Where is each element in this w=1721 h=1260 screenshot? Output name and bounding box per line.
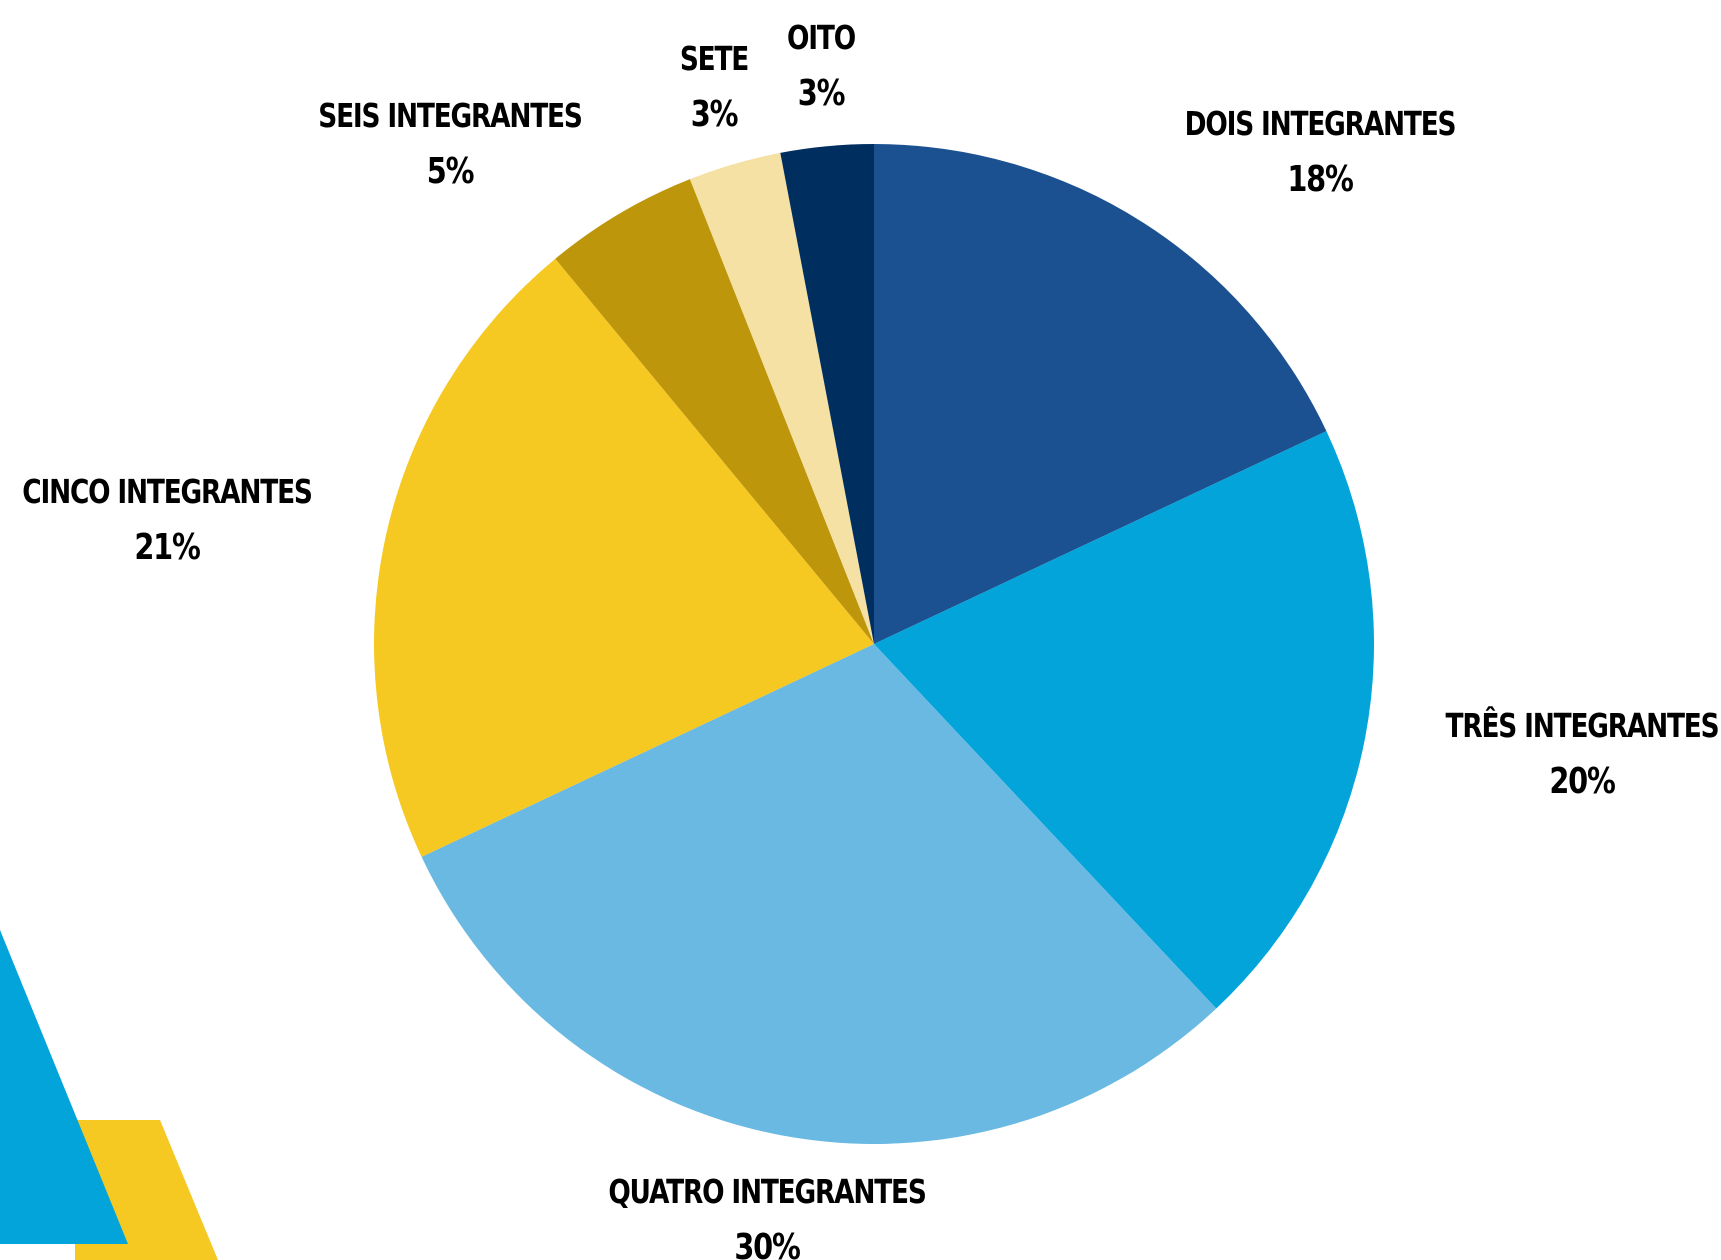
slice-label-dois: DOIS INTEGRANTES 18% bbox=[1184, 98, 1457, 208]
slice-value-sete: 3% bbox=[690, 93, 739, 135]
slice-label-cinco: CINCO INTEGRANTES 21% bbox=[22, 466, 313, 576]
slice-value-seis: 5% bbox=[426, 150, 475, 192]
pie-slice-cinco bbox=[374, 258, 874, 857]
slice-value-quatro: 30% bbox=[734, 1226, 801, 1260]
slice-label-sete: SETE 3% bbox=[679, 33, 750, 143]
slice-name-tres: TRÊS INTEGRANTES bbox=[1445, 706, 1720, 745]
slice-name-cinco: CINCO INTEGRANTES bbox=[22, 472, 313, 511]
slice-name-oito: OITO bbox=[787, 18, 856, 57]
slice-value-cinco: 21% bbox=[134, 526, 201, 568]
pie-slice-dois bbox=[874, 144, 1327, 644]
pie-slice-seis bbox=[555, 179, 874, 645]
slice-value-oito: 3% bbox=[797, 72, 846, 114]
slice-name-sete: SETE bbox=[679, 39, 750, 78]
slice-name-quatro: QUATRO INTEGRANTES bbox=[608, 1172, 927, 1211]
slice-name-seis: SEIS INTEGRANTES bbox=[318, 96, 583, 135]
slice-label-tres: TRÊS INTEGRANTES 20% bbox=[1445, 700, 1720, 810]
pie-slice-oito bbox=[780, 144, 874, 644]
decor-layer bbox=[0, 930, 218, 1260]
pie-slice-sete bbox=[689, 152, 874, 645]
slice-label-quatro: QUATRO INTEGRANTES 30% bbox=[608, 1166, 927, 1260]
slice-label-oito: OITO 3% bbox=[787, 12, 856, 122]
pie-slice-quatro bbox=[421, 644, 1217, 1144]
decor-blue-triangle bbox=[0, 930, 128, 1244]
pie-slices bbox=[374, 144, 1374, 1144]
slice-value-dois: 18% bbox=[1287, 158, 1354, 200]
slice-label-seis: SEIS INTEGRANTES 5% bbox=[318, 90, 583, 200]
slice-name-dois: DOIS INTEGRANTES bbox=[1184, 104, 1457, 143]
pie-slice-tres bbox=[874, 431, 1374, 1009]
slice-value-tres: 20% bbox=[1549, 760, 1616, 802]
